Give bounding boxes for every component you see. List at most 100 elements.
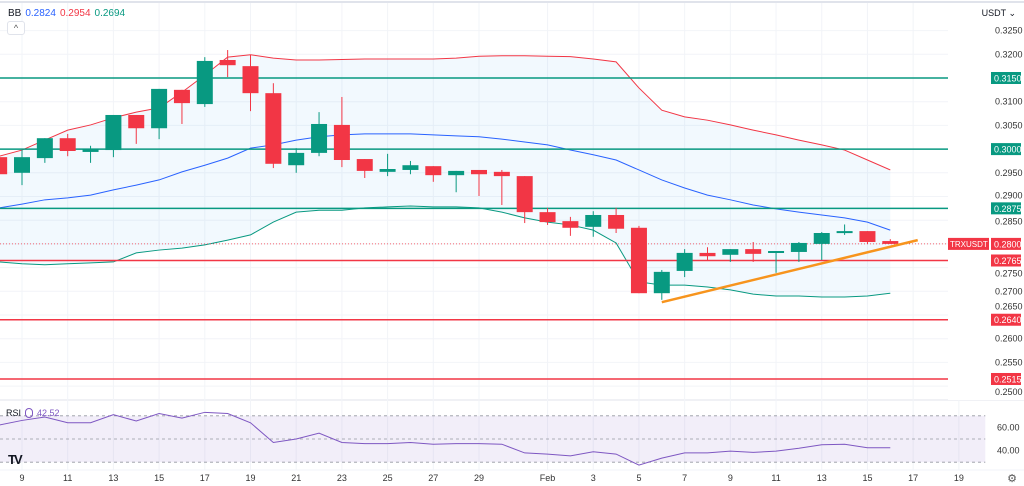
collapse-legend-button[interactable]: ^ [7, 21, 25, 35]
price-axis-tick: 0.3250 [995, 26, 1023, 36]
price-axis-tick: 0.2650 [995, 302, 1023, 312]
time-axis-tick: 29 [474, 473, 484, 483]
candle-up [379, 169, 396, 172]
candle-down [0, 157, 8, 175]
tradingview-logo[interactable]: TV [8, 452, 23, 467]
time-axis-tick: 21 [291, 473, 301, 483]
level-price-label-bg [991, 202, 1021, 215]
time-axis-tick: 27 [428, 473, 438, 483]
bb-band-fill [0, 54, 891, 297]
time-axis-tick: 7 [682, 473, 687, 483]
candle-up [448, 170, 465, 176]
price-axis-tick: 0.2550 [995, 357, 1023, 367]
candle-up [311, 123, 328, 153]
last-price-label: 0.2800 [994, 239, 1022, 249]
candle-down [173, 89, 190, 104]
level-price-label: 0.2515 [994, 374, 1022, 384]
candle-up [722, 249, 739, 255]
level-price-label-bg [991, 313, 1021, 326]
level-price-label: 0.2765 [994, 256, 1022, 266]
candle-down [425, 166, 442, 176]
candle-down [242, 66, 259, 94]
support-trendline [661, 238, 919, 304]
candle-up [402, 165, 419, 170]
candle-down [356, 159, 373, 171]
level-price-label-bg [991, 254, 1021, 267]
level-price-label: 0.2640 [994, 315, 1022, 325]
candle-down [219, 59, 236, 66]
candle-down [539, 212, 556, 223]
bb-name: BB [8, 8, 22, 19]
candle-down [493, 171, 510, 177]
candle-down [630, 227, 647, 294]
candle-up [653, 271, 670, 294]
candle-up [151, 88, 168, 129]
candle-down [471, 169, 487, 175]
rsi-axis-tick: 60.00 [997, 422, 1020, 432]
candle-down [265, 93, 282, 164]
candle-down [859, 231, 876, 243]
candle-up [768, 251, 785, 254]
time-axis-tick: 11 [771, 473, 780, 483]
price-axis-tick: 0.2500 [995, 387, 1023, 397]
rsi-legend: RSI 42.52 [6, 408, 60, 418]
candle-down [699, 252, 716, 257]
candle-up [676, 252, 693, 271]
price-axis-tick: 0.2750 [995, 268, 1023, 278]
symbol-label: TRXUSDT [950, 240, 988, 249]
candle-down [562, 221, 579, 228]
bb-basis-line [0, 133, 891, 231]
time-axis-tick: 23 [337, 473, 347, 483]
logo-text: TV [8, 452, 23, 467]
level-price-label-bg [991, 143, 1021, 156]
bb-upper-value: 0.2954 [59, 8, 91, 19]
time-axis-tick: 13 [108, 473, 118, 483]
level-price-label-bg [991, 72, 1021, 84]
price-axis-tick: 0.3050 [995, 120, 1023, 130]
bb-basis-value: 0.2824 [25, 8, 56, 19]
price-axis-tick: 0.2700 [995, 286, 1023, 296]
time-axis-tick: 13 [817, 473, 827, 483]
level-price-label: 0.2875 [994, 204, 1022, 214]
rsi-name: RSI [6, 408, 22, 418]
bb-legend: BB 0.2824 0.2954 0.2694 [8, 8, 125, 19]
bb-lower-line [0, 205, 891, 298]
candle-down [333, 124, 350, 161]
candle-down [745, 249, 762, 254]
price-axis [948, 3, 1024, 400]
last-price-label-bg [991, 237, 1021, 250]
candle-up [82, 149, 99, 152]
price-axis-tick: 0.2600 [995, 334, 1023, 344]
candle-down [516, 176, 533, 213]
time-axis-tick: 3 [591, 473, 596, 483]
rsi-indicator-icon[interactable] [25, 408, 34, 418]
candle-up [836, 231, 853, 234]
time-axis-tick: Feb [540, 473, 556, 483]
candle-down [128, 114, 145, 129]
chevron-up-icon: ^ [13, 23, 19, 33]
level-price-label-bg [991, 372, 1021, 385]
rsi-axis-tick: 40.00 [997, 446, 1020, 456]
time-axis-tick: 15 [862, 473, 872, 483]
price-axis-tick: 0.3100 [995, 97, 1023, 107]
time-axis-tick: 19 [954, 473, 964, 483]
time-axis-tick: 17 [200, 473, 210, 483]
time-axis-tick: 9 [19, 473, 24, 483]
rsi-value: 42.52 [37, 408, 60, 418]
candle-down [882, 241, 899, 244]
candle-down [608, 214, 625, 229]
currency-unit-selector[interactable]: USDT ⌄ [981, 8, 1016, 18]
time-axis-tick: 15 [154, 473, 164, 483]
level-price-label: 0.3150 [994, 74, 1022, 84]
level-price-label: 0.3000 [994, 145, 1022, 155]
price-axis-tick: 0.3200 [995, 49, 1023, 59]
candle-down [59, 138, 76, 151]
time-axis-tick: 19 [245, 473, 255, 483]
candle-up [288, 152, 305, 166]
candle-up [105, 114, 122, 151]
rsi-line [0, 411, 891, 466]
chart-settings-gear-icon[interactable]: ⚙ [1007, 473, 1017, 485]
time-axis-tick: 17 [908, 473, 918, 483]
candle-up [14, 157, 30, 173]
